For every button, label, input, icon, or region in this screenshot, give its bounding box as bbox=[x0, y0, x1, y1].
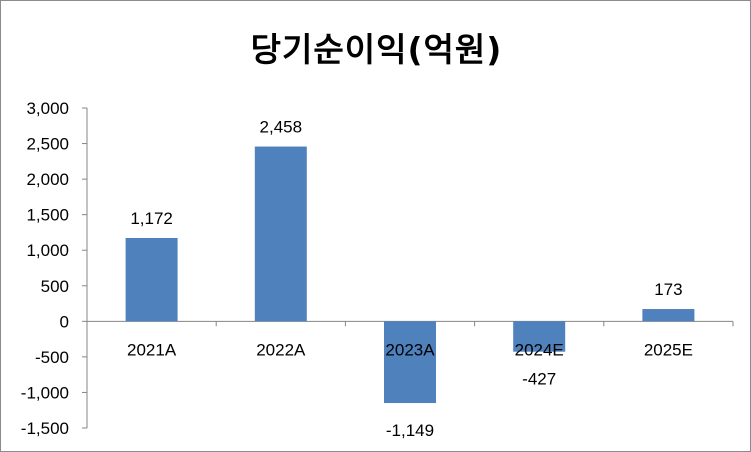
bar-2022A bbox=[254, 146, 307, 322]
chart-title: 당기순이익(억원) bbox=[250, 30, 503, 69]
x-tick-label: 2025E bbox=[644, 340, 693, 359]
bar-2021A bbox=[125, 237, 178, 322]
x-tick-label: 2023A bbox=[385, 340, 435, 359]
y-tick-label: 1,000 bbox=[26, 241, 69, 260]
y-tick-label: 2,500 bbox=[26, 135, 69, 154]
data-label: 2,458 bbox=[260, 118, 303, 137]
y-tick-label: 2,000 bbox=[26, 170, 69, 189]
data-label: -1,149 bbox=[386, 421, 434, 440]
y-tick-label: 500 bbox=[41, 277, 69, 296]
bar-2025E bbox=[642, 309, 695, 322]
y-tick-label: -500 bbox=[35, 348, 69, 367]
data-label: 173 bbox=[654, 280, 682, 299]
bar-2024E bbox=[513, 321, 566, 352]
x-tick-label: 2022A bbox=[256, 340, 306, 359]
x-tick-label: 2021A bbox=[127, 340, 177, 359]
x-tick-label: 2024E bbox=[515, 340, 564, 359]
data-label: -427 bbox=[522, 370, 556, 389]
y-tick-label: 1,500 bbox=[26, 206, 69, 225]
data-label: 1,172 bbox=[130, 209, 173, 228]
y-tick-label: 0 bbox=[60, 312, 69, 331]
bar-2023A bbox=[384, 321, 436, 404]
y-tick-label: -1,000 bbox=[21, 383, 69, 402]
y-tick-label: 3,000 bbox=[26, 99, 69, 118]
y-tick-label: -1,500 bbox=[21, 419, 69, 438]
